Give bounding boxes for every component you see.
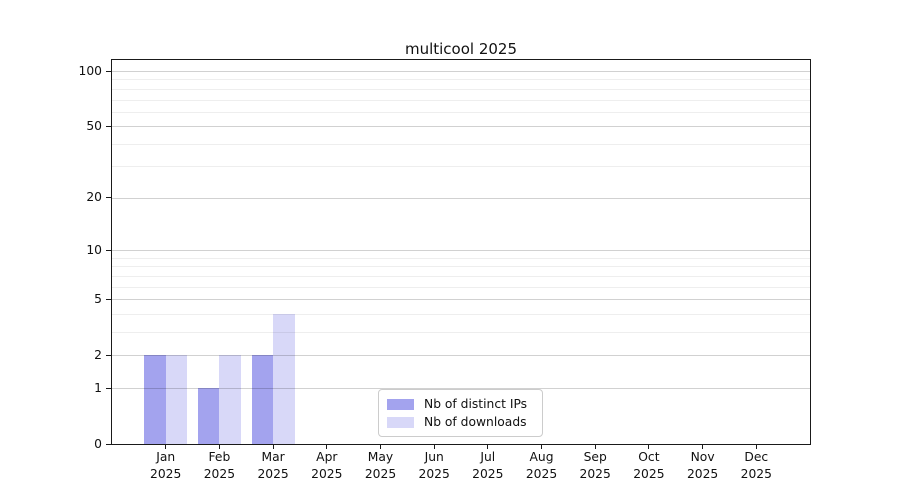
x-tick-jun xyxy=(433,445,435,449)
x-tick-mar xyxy=(272,445,274,449)
x-tick-dec xyxy=(755,445,757,449)
y-tick-5 xyxy=(106,298,111,300)
gridline-y-6 xyxy=(112,286,810,288)
y-tick-label-0: 0 xyxy=(94,436,102,451)
gridline-y-90 xyxy=(112,79,810,81)
legend-item-downloads: Nb of downloads xyxy=(387,414,534,431)
y-tick-0 xyxy=(106,443,111,445)
gridline-y-2 xyxy=(112,355,810,357)
x-tick-label-jan: Jan 2025 xyxy=(150,450,182,481)
gridline-y-20 xyxy=(112,197,810,199)
x-tick-label-apr: Apr 2025 xyxy=(311,450,343,481)
bar-nb-of-downloads-jan xyxy=(165,355,188,444)
gridline-y-50 xyxy=(112,126,810,128)
y-tick-label-20: 20 xyxy=(86,190,102,205)
gridline-y-5 xyxy=(112,299,810,301)
x-tick-label-jun: Jun 2025 xyxy=(418,450,450,481)
legend-swatch-distinct-ips-icon xyxy=(387,398,414,410)
x-tick-apr xyxy=(326,445,328,449)
gridline-y-40 xyxy=(112,143,810,145)
gridline-y-3 xyxy=(112,332,810,333)
gridline-y-1 xyxy=(112,388,810,389)
legend-swatch-downloads-icon xyxy=(387,416,414,428)
gridline-y-100 xyxy=(112,71,810,72)
gridline-y-70 xyxy=(112,99,810,101)
x-tick-label-dec: Dec 2025 xyxy=(740,450,772,481)
x-tick-jan xyxy=(165,445,167,449)
y-tick-100 xyxy=(106,70,111,72)
gridline-y-60 xyxy=(112,111,810,113)
y-tick-2 xyxy=(106,354,111,356)
x-tick-may xyxy=(380,445,381,449)
bar-nb-of-downloads-feb xyxy=(219,355,241,444)
bar-nb-of-distinct-ips-mar xyxy=(251,355,274,444)
y-tick-50 xyxy=(106,125,111,127)
x-tick-label-jul: Jul 2025 xyxy=(472,450,504,481)
bar-nb-of-downloads-mar xyxy=(273,313,295,444)
y-tick-20 xyxy=(106,197,111,199)
legend-item-distinct-ips: Nb of distinct IPs xyxy=(387,396,534,413)
x-tick-aug xyxy=(541,445,542,449)
y-tick-label-50: 50 xyxy=(86,118,102,133)
x-tick-feb xyxy=(218,445,220,449)
plot-area xyxy=(111,59,811,445)
x-tick-label-nov: Nov 2025 xyxy=(686,450,719,481)
gridline-y-80 xyxy=(112,88,810,90)
gridline-y-7 xyxy=(112,275,810,277)
y-tick-label-100: 100 xyxy=(78,63,102,78)
x-tick-label-aug: Aug 2025 xyxy=(525,450,558,481)
x-tick-label-feb: Feb 2025 xyxy=(203,450,236,481)
bars-layer xyxy=(112,60,810,444)
gridline-y-8 xyxy=(112,266,810,268)
y-tick-label-2: 2 xyxy=(94,347,102,362)
x-tick-label-sep: Sep 2025 xyxy=(579,450,611,481)
legend-label-distinct-ips: Nb of distinct IPs xyxy=(424,397,528,411)
x-tick-oct xyxy=(648,445,650,449)
gridline-y-9 xyxy=(112,257,810,259)
legend-label-downloads: Nb of downloads xyxy=(424,415,527,429)
y-tick-label-5: 5 xyxy=(94,291,102,306)
bar-nb-of-distinct-ips-jan xyxy=(144,355,166,444)
y-tick-label-1: 1 xyxy=(94,380,102,395)
x-tick-label-oct: Oct 2025 xyxy=(633,450,665,481)
x-tick-jul xyxy=(487,445,489,449)
x-tick-label-may: May 2025 xyxy=(364,450,397,481)
gridline-y-10 xyxy=(112,250,810,252)
gridlines-layer xyxy=(112,60,810,444)
y-tick-1 xyxy=(106,387,111,389)
gridline-y-4 xyxy=(112,313,810,315)
legend: Nb of distinct IPs Nb of downloads xyxy=(378,389,543,437)
bar-nb-of-distinct-ips-feb xyxy=(197,387,220,444)
y-tick-label-10: 10 xyxy=(86,242,102,257)
x-tick-label-mar: Mar 2025 xyxy=(257,450,289,481)
x-tick-sep xyxy=(594,445,596,449)
gridline-y-30 xyxy=(112,166,810,168)
y-tick-10 xyxy=(106,249,111,251)
x-tick-nov xyxy=(702,445,704,449)
chart-title: multicool 2025 xyxy=(404,40,518,58)
